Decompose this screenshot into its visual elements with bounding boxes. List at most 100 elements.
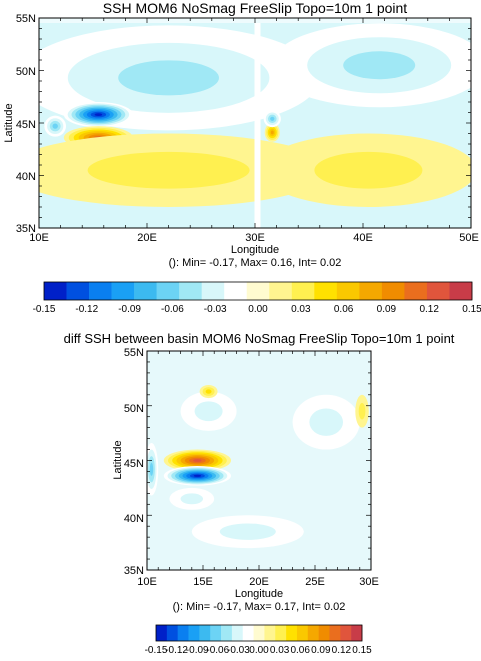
panel-1-y-tick-label: 50N (16, 66, 36, 78)
colorbar-1-label: 0.00 (248, 304, 268, 315)
colorbar-1-cell (381, 282, 405, 300)
colorbar-1-label: 0.09 (377, 304, 397, 315)
panel-1-x-tick-label: 20E (137, 232, 157, 244)
colorbar-1-cell (359, 282, 383, 300)
panel-2-y-tick-label: 55N (124, 347, 144, 359)
contour-band (94, 113, 103, 116)
colorbar-1-cell (269, 282, 293, 300)
colorbar-2-cell (286, 625, 298, 641)
contour-band (87, 151, 250, 189)
colorbar-2-cell (166, 625, 178, 641)
panel-2-x-axis-label: Longitude (235, 588, 283, 600)
panel-2-x-tick-label: 10E (137, 576, 157, 588)
panel-2-x-tick-label: 25E (305, 576, 325, 588)
panel-1-ticks (38, 17, 472, 229)
colorbar-2-label: -0.06 (206, 645, 229, 656)
colorbar-1-cell (449, 282, 473, 300)
colorbar-1-label: -0.06 (161, 304, 184, 315)
colorbar-1-frame (43, 281, 473, 301)
panel-1-field (39, 18, 471, 228)
colorbar-1-cell (224, 282, 248, 300)
contour-band (358, 403, 366, 420)
colorbar-2-cell (210, 625, 222, 641)
colorbar-2-cell (275, 625, 287, 641)
colorbar-2-cell (177, 625, 189, 641)
colorbar-1-cell (179, 282, 202, 300)
colorbar-2-label: -0.09 (186, 645, 209, 656)
contour-band (194, 401, 223, 422)
panel-1-y-axis-label: Latitude (3, 103, 15, 142)
colorbar-2-label: 0.06 (290, 645, 310, 656)
colorbar-1-cell (201, 282, 225, 300)
colorbar-1-cell (134, 282, 157, 300)
colorbar-2-cell (264, 625, 276, 641)
colorbar-2-cell (307, 625, 319, 641)
panel-1-y-tick-label: 35N (16, 223, 36, 235)
colorbar-1: -0.15 -0.12 -0.09 -0.06 -0.03 0.00 0.03 0.06 0.0… (33, 281, 481, 315)
panel-1-x-tick-label: 40E (353, 232, 373, 244)
colorbar-2-frame (155, 624, 363, 642)
colorbar-2-label: 0.15 (352, 645, 372, 656)
colorbar-1-label: -0.12 (75, 304, 98, 315)
colorbar-2-cell (199, 625, 211, 641)
colorbar-2-cell (340, 625, 352, 641)
colorbar-1-cell (314, 282, 338, 300)
contour-band (205, 389, 212, 394)
contour-band (149, 462, 154, 476)
panel-2: diff SSH between basin MOM6 NoSmag FreeS… (64, 331, 455, 613)
colorbar-2-cell (296, 625, 309, 641)
colorbar-2-label: -0.12 (165, 645, 188, 656)
colorbar-2-cell (329, 625, 341, 641)
colorbar-2-label: 0.12 (332, 645, 352, 656)
panel-1-y-tick-label: 55N (16, 13, 36, 25)
colorbar-2-cell (351, 625, 363, 641)
panel-1-divider (254, 18, 261, 228)
contour-band (314, 151, 423, 189)
contour-band (219, 523, 276, 540)
colorbar-1-label: 0.12 (419, 304, 439, 315)
panel-2-y-tick-label: 50N (124, 403, 144, 415)
colorbar-1-label: -0.15 (33, 304, 56, 315)
colorbar-2-label: -0.03 (227, 645, 250, 656)
panel-1-x-tick-label: 30E (245, 232, 265, 244)
colorbar-2-cell (188, 625, 200, 641)
colorbar-1-cell (336, 282, 360, 300)
panel-1-stats: (): Min= -0.17, Max= 0.16, Int= 0.02 (169, 257, 342, 269)
panel-2-x-tick-label: 15E (193, 576, 213, 588)
colorbar-1-label: -0.09 (118, 304, 141, 315)
colorbar-1-cell (246, 282, 270, 300)
colorbar-2-cell (221, 625, 233, 641)
panel-1-x-tick-label: 50E (459, 232, 479, 244)
colorbar-1-label: -0.03 (204, 304, 227, 315)
contour-band (118, 60, 219, 96)
panel-1-x-tick-label: 10E (29, 232, 49, 244)
colorbar-2-cell (318, 625, 330, 641)
colorbar-1-cell (111, 282, 135, 300)
contour-band (309, 408, 344, 436)
contour-band (193, 474, 202, 477)
panel-1-x-axis-label: Longitude (231, 244, 279, 256)
colorbar-1-cell (89, 282, 112, 300)
contour-band (193, 459, 202, 462)
panel-2-field (147, 351, 371, 570)
contour-band (180, 493, 203, 505)
colorbar-2-cell (231, 625, 244, 641)
colorbar-2: -0.15-0.12-0.09-0.06-0.03 0.00 0.03 0.06 0.0… (145, 624, 372, 656)
colorbar-1-cell (156, 282, 180, 300)
panel-1: SSH MOM6 NoSmag FreeSlip Topo=10m 1 poin… (3, 0, 479, 269)
colorbar-2-label: 0.03 (270, 645, 290, 656)
colorbar-1-cell (426, 282, 450, 300)
panel-2-x-tick-label: 30E (359, 576, 379, 588)
colorbar-1-label: 0.15 (462, 304, 481, 315)
panel-2-stats: (): Min= -0.17, Max= 0.17, Int= 0.02 (173, 601, 346, 613)
panel-2-x-tick-label: 20E (249, 576, 269, 588)
contour-band (270, 130, 274, 135)
colorbar-2-label: 0.00 (249, 645, 269, 656)
panel-1-y-tick-label: 40N (16, 171, 36, 183)
colorbar-2-cell (242, 625, 254, 641)
panel-2-ticks (146, 350, 372, 571)
colorbar-1-cell (291, 282, 315, 300)
panel-2-y-tick-label: 40N (124, 513, 144, 525)
panel-2-y-tick-label: 35N (124, 565, 144, 577)
